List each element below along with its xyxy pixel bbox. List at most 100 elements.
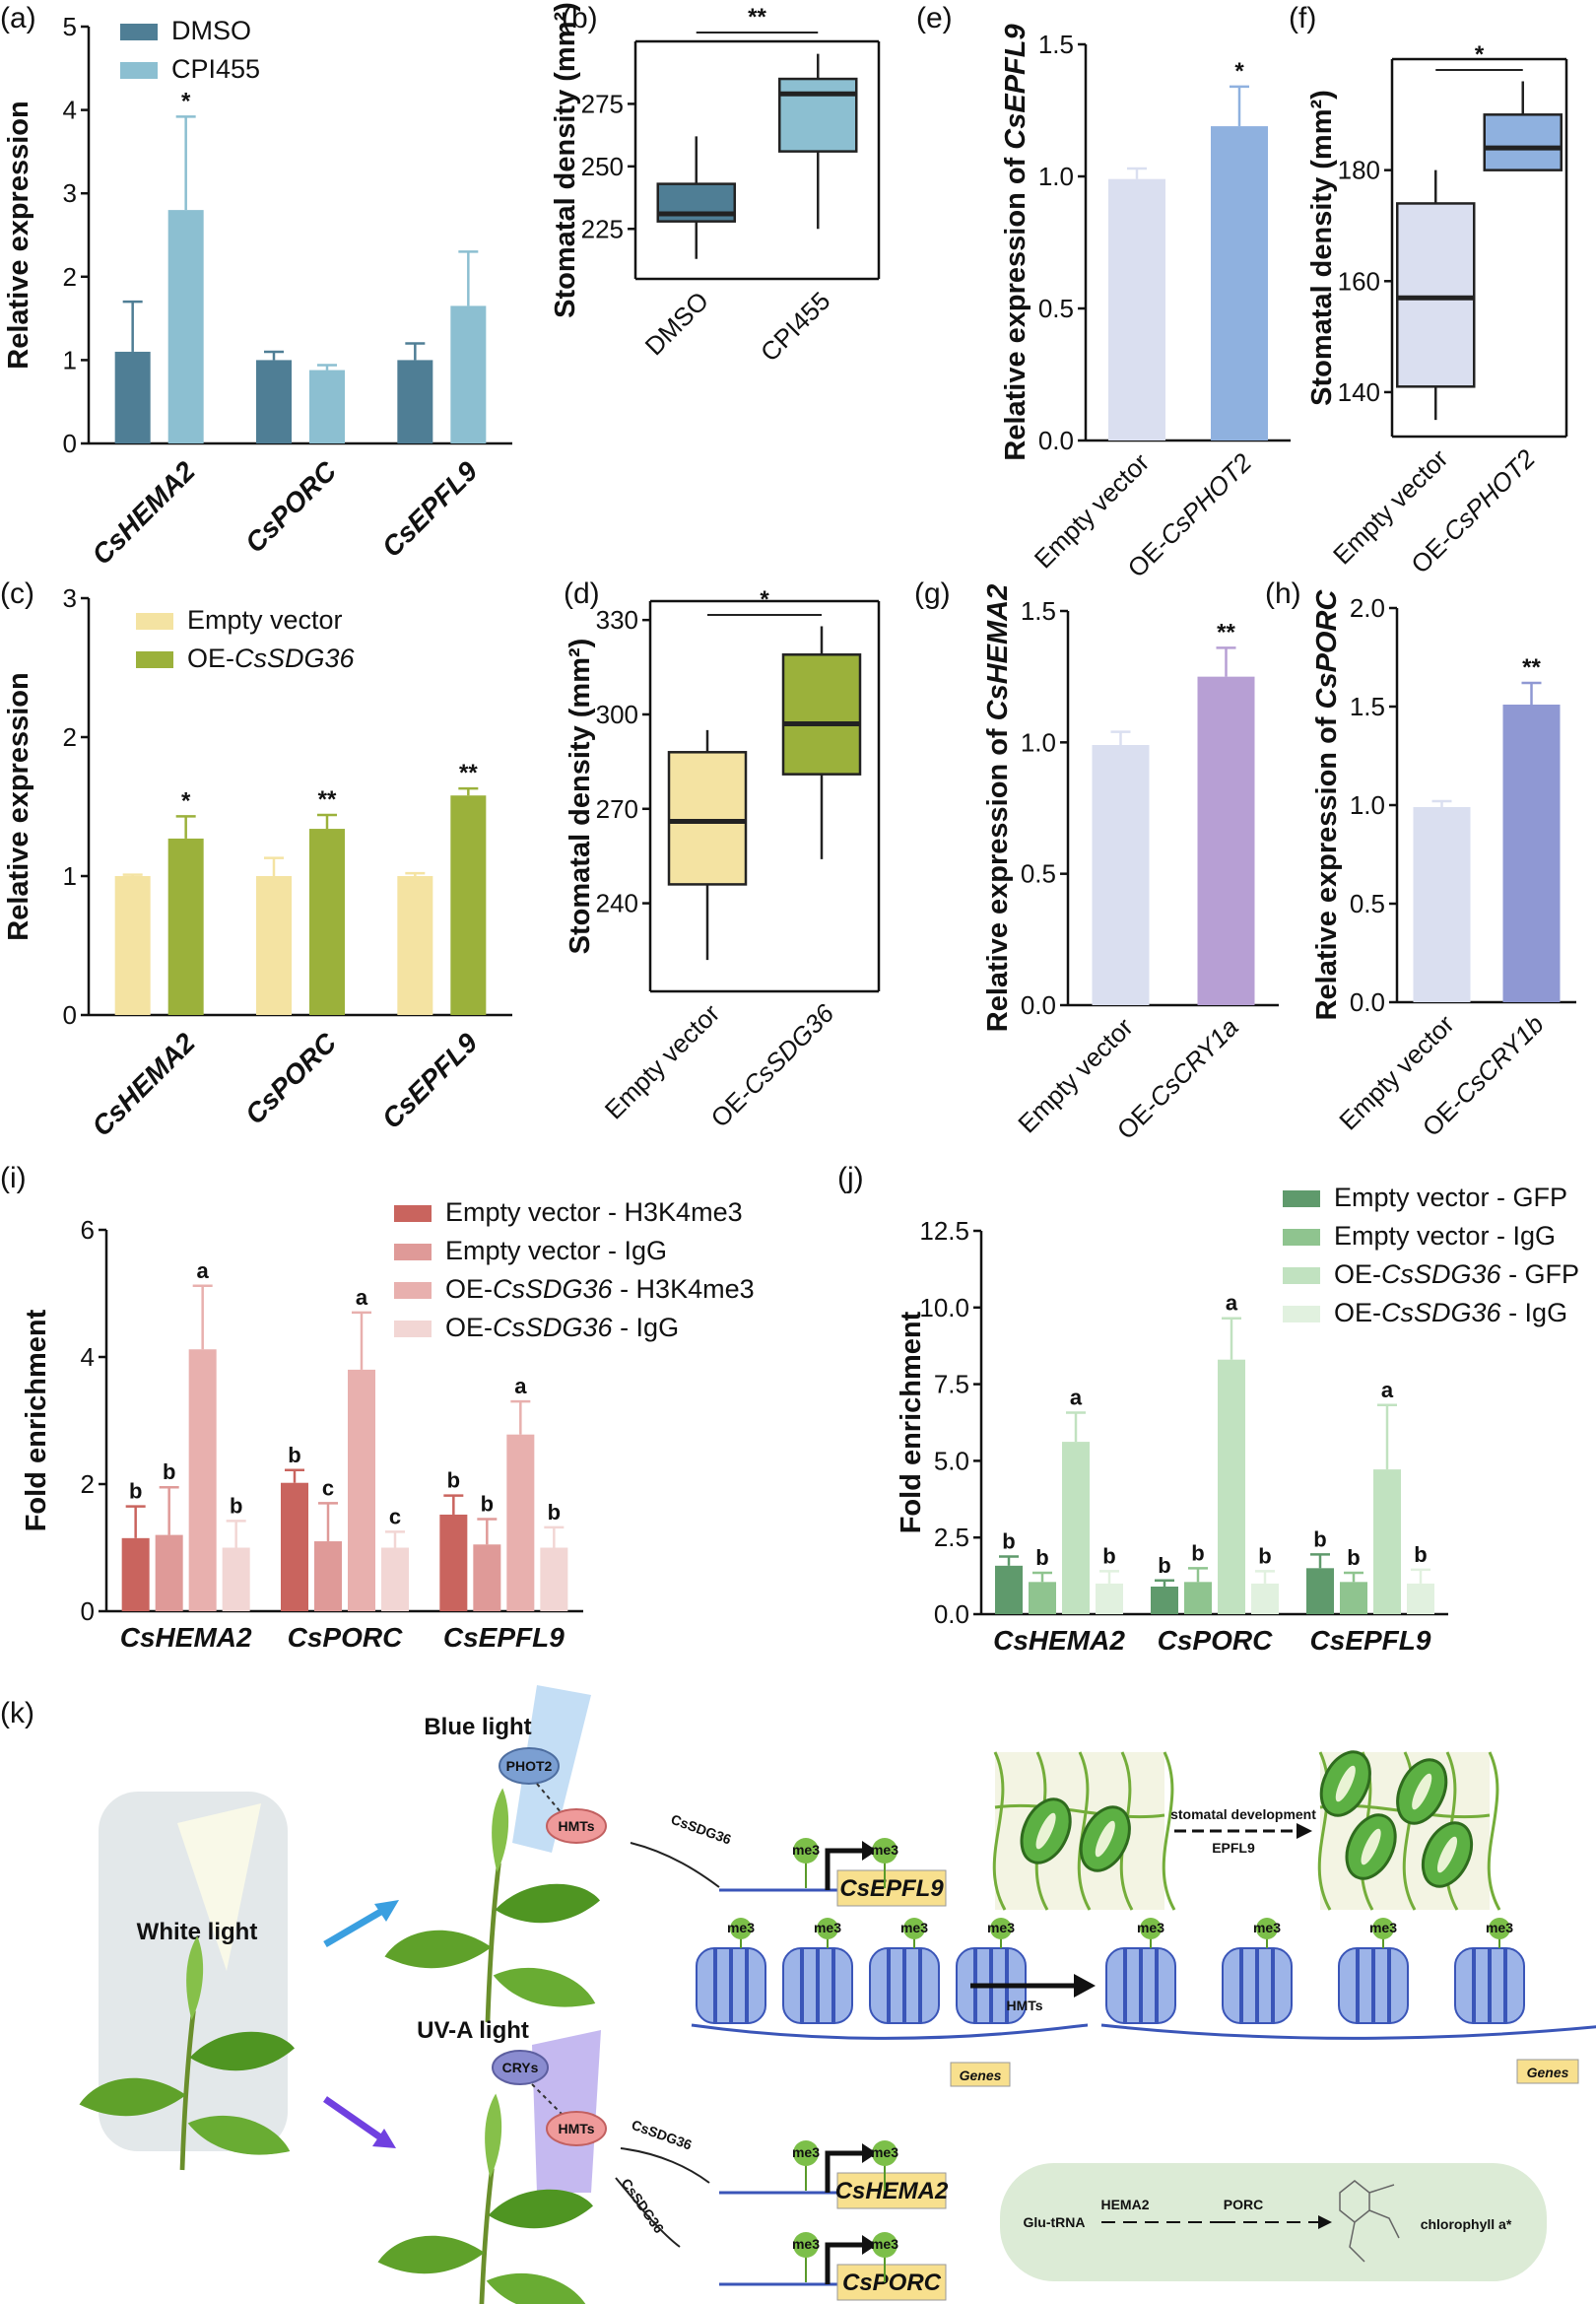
box [778,77,858,153]
box [1396,202,1476,388]
box [667,751,748,886]
chromatin-open: me3 me3 me3 me3 [1100,1918,1596,2040]
genes-box-2 [1516,2059,1579,2084]
bar [397,876,433,1015]
stoma-pore [1095,1820,1115,1858]
glu-trna-label: Glu-tRNA [1024,2214,1086,2230]
hmts-node-uva [546,2111,607,2146]
x-tick-label: CsPORC [239,455,343,559]
significance-letter: b [447,1468,460,1493]
stoma-pore [1436,1836,1458,1873]
cssdg36-label-1: CsSDG36 [669,1811,734,1848]
y-tick-label: 0.0 [1021,990,1056,1020]
significance-letter: b [548,1500,561,1525]
y-tick-label: 180 [1338,156,1380,185]
crys-link [531,2083,563,2115]
hmts-node-blue [546,1808,607,1844]
stoma-pore [1412,1773,1432,1810]
cell-wall [1487,1751,1501,1911]
stomatal-arrowhead [1297,1823,1312,1839]
hmts-arrow-label: HMTs [1006,1998,1042,2013]
y-tick-label: 240 [596,889,638,918]
y-tick-label: 2.5 [934,1523,969,1552]
legend-label: OE-CsSDG36 - IgG [1334,1298,1567,1327]
significance-mark: ** [748,4,766,31]
y-tick-label: 3 [63,583,77,613]
me3-label: me3 [871,2236,898,2252]
plant-leaf [486,2272,586,2304]
me3-label: me3 [792,2236,820,2252]
y-axis-label: Fold enrichment [896,1311,927,1533]
x-tick-label: OE-CsSDG36 [705,998,840,1133]
phot2-node [499,1747,560,1785]
bar [1184,1582,1212,1614]
bar [450,305,487,443]
gene-box [836,1869,947,1907]
stoma-pore [1361,1828,1381,1865]
significance-letter: b [163,1459,175,1484]
significance-letter: b [1191,1540,1204,1565]
me3-label: me3 [1369,1920,1397,1935]
tss-arrow [825,1848,867,1890]
legend-label: OE-CsSDG36 - IgG [445,1313,679,1342]
significance-letter: b [288,1443,300,1467]
plant-leaf [493,1967,596,2007]
legend-i: Empty vector - H3K4me3 Empty vector - IgG… [394,1197,755,1342]
panel-label-i: (i) [0,1162,27,1194]
chlorophyll-structure [1339,2180,1400,2263]
y-tick-label: 3 [63,178,77,208]
plant-leaf [495,1883,600,1924]
cssdg36-label-3: CsSDG36 [619,2176,668,2237]
me3-mark [793,2140,819,2166]
legend-label: Empty vector - GFP [1334,1183,1567,1212]
bar [1407,1583,1434,1614]
box [1483,113,1563,171]
y-axis-label: Stomatal density (mm²) [565,639,596,955]
blue-light-label: Blue light [424,1714,531,1740]
linker-dna [1100,2023,1596,2040]
significance-letter: b [1414,1542,1427,1567]
bar [121,1537,150,1611]
bar [256,360,292,443]
plant-stem [179,2010,196,2171]
significance-mark: * [1234,58,1244,85]
plant-leaf [79,2077,186,2117]
legend-swatch [120,62,158,79]
stomata-after [1317,1750,1501,1911]
bar [314,1541,342,1611]
tss-arrowhead [862,1841,877,1861]
white-light-beam [177,1803,261,1971]
bar [439,1514,468,1611]
gene-box [836,2172,947,2209]
significance-letter: a [197,1258,210,1283]
bar [188,1349,217,1611]
me3-label: me3 [900,1920,928,1935]
plant-bud [485,2093,502,2178]
me3-label: me3 [814,1920,841,1935]
significance-letter: b [1102,1543,1115,1568]
y-tick-label: 1.0 [1038,162,1074,191]
x-tick-label: CsPORC [1158,1625,1273,1656]
x-tick-label: CsPORC [239,1027,343,1130]
y-tick-label: 0 [63,1000,77,1030]
legend-swatch [394,1282,432,1299]
bar [1413,807,1471,1002]
me3-mark [903,1918,925,1939]
legend-label: OE-CsSDG36 - H3K4me3 [445,1274,755,1304]
gene-label: CsEPFL9 [839,1875,944,1902]
bar [348,1369,375,1611]
significance-mark: ** [1522,654,1541,681]
plant-bud [186,1935,204,2020]
porc-label: PORC [1224,2197,1263,2212]
legend-label: OE-CsSDG36 - GFP [1334,1259,1579,1289]
bar [309,370,345,443]
gene-hema2: CsHEMA2 me3 me3 [719,2140,949,2209]
legend-label: Empty vector - H3K4me3 [445,1197,743,1227]
y-tick-label: 0.0 [934,1599,969,1629]
